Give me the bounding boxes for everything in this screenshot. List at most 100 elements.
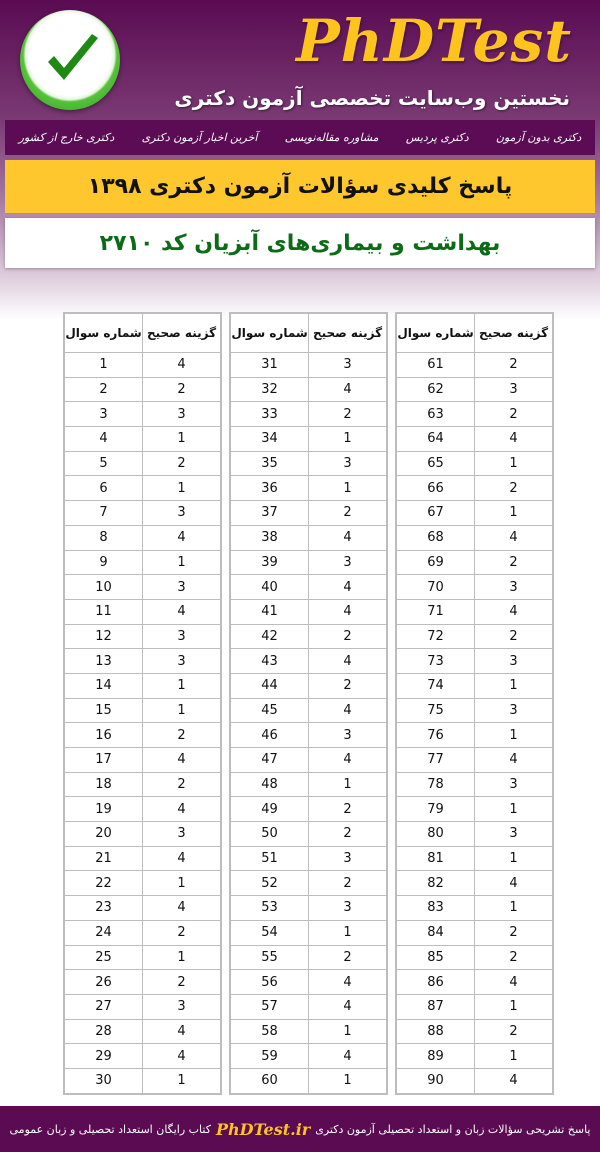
table-row: 14 1 [63,672,222,699]
correct-option: 1 [308,475,388,502]
tagline: نخستین وب‌سایت تخصصی آزمون دکتری [174,86,570,110]
question-number: 41 [229,598,309,625]
question-number: 46 [229,722,309,748]
correct-option: 3 [308,895,388,921]
table-row: 40 4 [229,574,388,600]
answer-table: شماره سوال گزینه صحیح 31 3 32 4 33 2 34 1 35 3 36 1 37… [229,312,388,1095]
question-number: 36 [229,475,309,502]
correct-option: 1 [308,771,388,798]
correct-option: 4 [308,376,388,403]
table-row: 81 1 [395,845,554,872]
correct-option: 2 [474,475,554,502]
correct-option: 1 [308,1067,388,1095]
correct-option: 3 [474,771,554,798]
correct-option: 1 [474,672,554,699]
correct-option: 2 [308,623,388,650]
nav-item[interactable]: دکتری خارج از کشور [18,131,115,144]
correct-option: 4 [142,796,222,823]
correct-option: 3 [142,623,222,650]
table-row: 38 4 [229,524,388,551]
question-number: 2 [63,376,143,403]
correct-option: 4 [142,747,222,773]
table-row: 41 4 [229,598,388,625]
question-number: 30 [63,1067,143,1095]
question-number: 35 [229,450,309,477]
question-number: 72 [395,623,475,650]
table-row: 64 4 [395,426,554,452]
question-number: 75 [395,697,475,724]
table-row: 58 1 [229,1018,388,1045]
correct-option: 2 [142,722,222,748]
table-row: 75 3 [395,697,554,724]
correct-option: 2 [308,796,388,823]
question-number: 58 [229,1018,309,1045]
answer-table: شماره سوال گزینه صحیح 61 2 62 3 63 2 64 4 65 1 66 2 67… [395,312,554,1095]
table-row: 12 3 [63,623,222,650]
correct-option: 4 [142,598,222,625]
footer-site[interactable]: PhDTest.ir [215,1119,311,1139]
column-header-question: شماره سوال [63,312,143,353]
table-row: 65 1 [395,450,554,477]
nav-item[interactable]: مشاوره مقاله‌نویسی [284,131,379,144]
table-row: 52 2 [229,870,388,897]
correct-option: 2 [474,623,554,650]
table-row: 82 4 [395,870,554,897]
question-number: 19 [63,796,143,823]
correct-option: 4 [142,1018,222,1045]
correct-option: 2 [308,870,388,897]
question-number: 84 [395,919,475,946]
table-row: 24 2 [63,919,222,946]
question-number: 47 [229,747,309,773]
correct-option: 4 [142,352,222,378]
question-number: 21 [63,845,143,872]
question-number: 40 [229,574,309,600]
correct-option: 4 [308,969,388,995]
question-number: 34 [229,426,309,452]
question-number: 22 [63,870,143,897]
correct-option: 3 [308,722,388,748]
table-row: 11 4 [63,598,222,625]
question-number: 64 [395,426,475,452]
table-row: 53 3 [229,895,388,921]
table-row: 56 4 [229,969,388,995]
nav-item[interactable]: آخرین اخبار آزمون دکتری [141,131,258,144]
table-row: 86 4 [395,969,554,995]
footer-banner[interactable]: پاسخ تشریحی سؤالات زبان و استعداد تحصیلی… [0,1106,600,1152]
table-row: 74 1 [395,672,554,699]
table-row: 31 3 [229,352,388,378]
question-number: 31 [229,352,309,378]
table-row: 22 1 [63,870,222,897]
table-row: 48 1 [229,771,388,798]
question-number: 54 [229,919,309,946]
question-number: 45 [229,697,309,724]
brand-logo-text[interactable]: PhDTest [296,7,572,75]
nav-item[interactable]: دکتری پردیس [405,131,469,144]
table-row: 37 2 [229,500,388,526]
table-row: 43 4 [229,648,388,674]
question-number: 67 [395,500,475,526]
table-row: 49 2 [229,796,388,823]
question-number: 73 [395,648,475,674]
nav-bar: دکتری بدون آزمون دکتری پردیس مشاوره مقال… [5,120,595,155]
correct-option: 2 [474,549,554,576]
question-number: 66 [395,475,475,502]
nav-item[interactable]: دکتری بدون آزمون [495,131,582,144]
correct-option: 3 [474,376,554,403]
logo[interactable] [20,10,120,110]
question-number: 61 [395,352,475,378]
question-number: 44 [229,672,309,699]
correct-option: 2 [142,771,222,798]
correct-option: 3 [474,574,554,600]
correct-option: 2 [142,919,222,946]
question-number: 9 [63,549,143,576]
correct-option: 3 [474,821,554,847]
answer-table: شماره سوال گزینه صحیح 1 4 2 2 3 3 4 1 5 2 6 1 7 3 8 4 9 1 10… [63,312,222,1095]
column-header-answer: گزینه صحیح [142,312,222,353]
correct-option: 4 [308,598,388,625]
question-number: 71 [395,598,475,625]
correct-option: 1 [308,1018,388,1045]
